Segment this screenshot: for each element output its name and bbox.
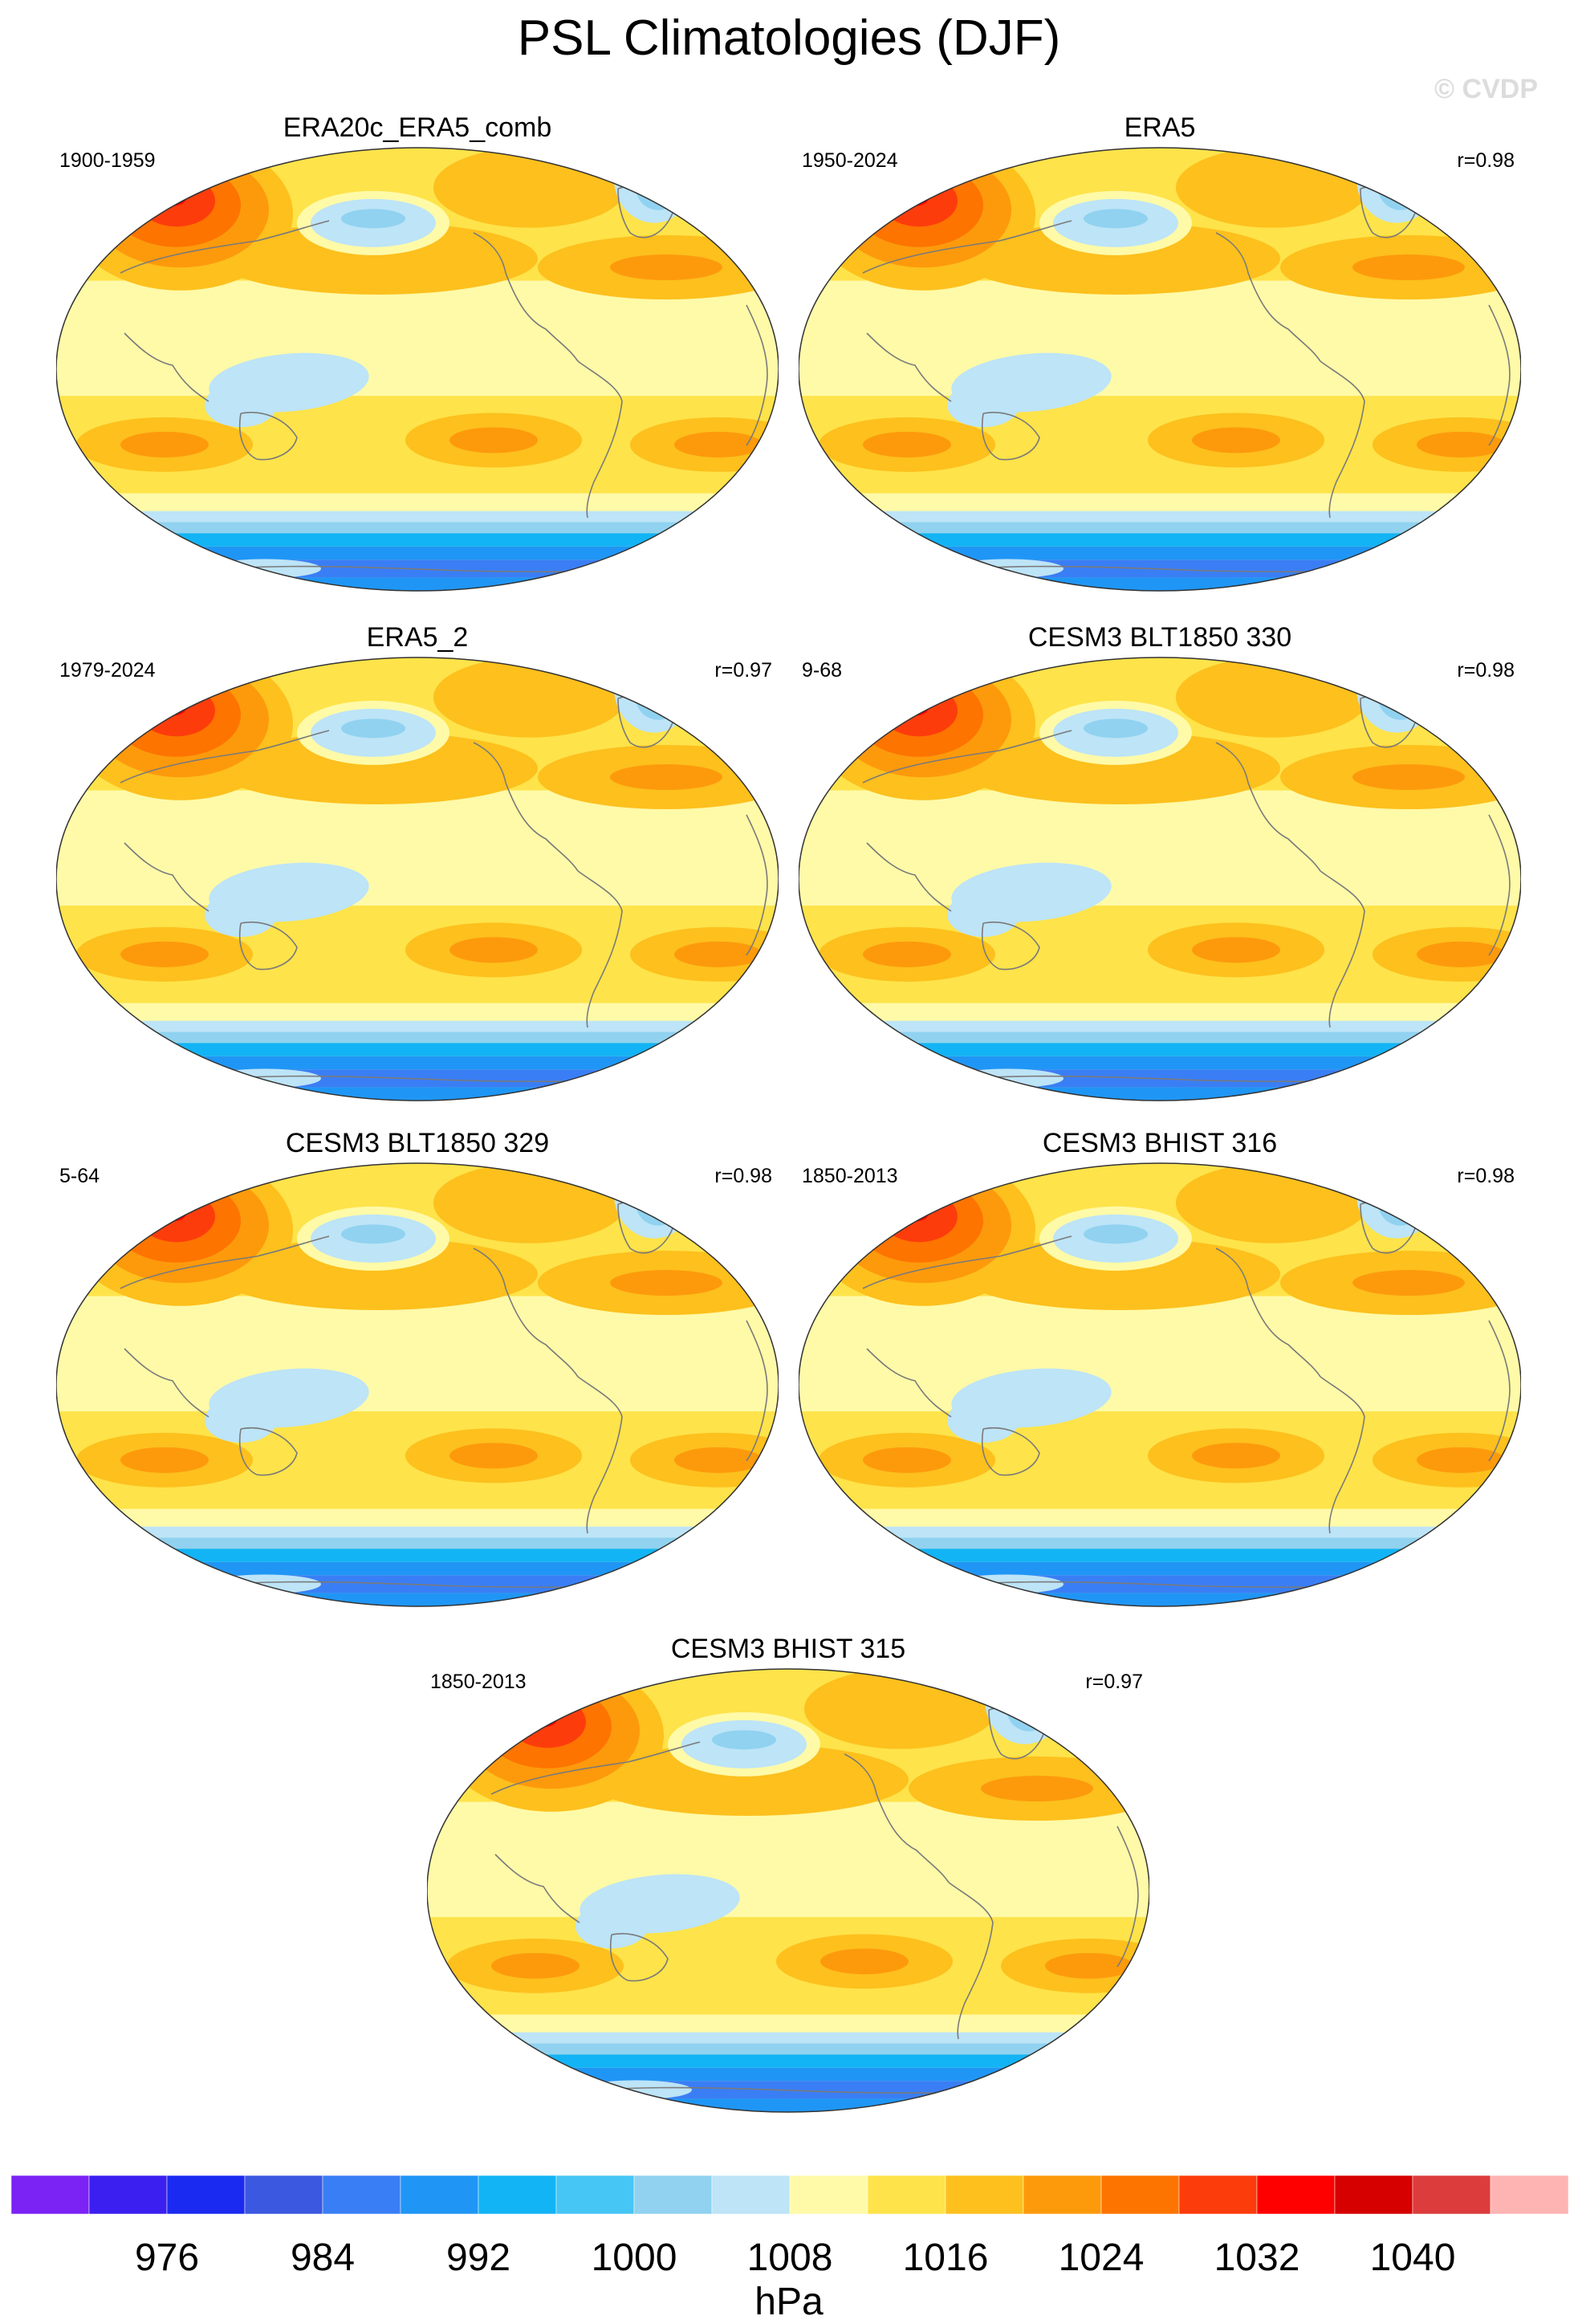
- panel-correlation: r=0.97: [714, 659, 772, 682]
- panel-correlation: r=0.98: [1457, 659, 1515, 682]
- panel-title: CESM3 BLT1850 330: [1027, 622, 1292, 653]
- colorbar-swatch: [322, 2175, 401, 2215]
- colorbar-tick-label: 1000: [591, 2236, 677, 2279]
- psl-map: [56, 1162, 779, 1607]
- map-panel: CESM3 BHIST 315 1850-2013 r=0.97: [419, 1634, 1157, 2131]
- panel-title: CESM3 BHIST 316: [1042, 1128, 1278, 1158]
- panel-years: 1950-2024: [802, 149, 898, 172]
- colorbar-swatch: [400, 2175, 479, 2215]
- colorbar-tick-label: 992: [445, 2236, 511, 2279]
- panel-years: 1900-1959: [59, 149, 156, 172]
- panel-title: CESM3 BHIST 315: [670, 1634, 906, 1664]
- figure-title: PSL Climatologies (DJF): [517, 10, 1061, 66]
- psl-map: [56, 147, 779, 592]
- panel-title: CESM3 BLT1850 329: [285, 1128, 550, 1158]
- panel-years: 1979-2024: [59, 659, 156, 682]
- psl-map: [427, 1668, 1149, 2113]
- colorbar-tick-label: 1016: [902, 2236, 989, 2279]
- colorbar-tick-label: 1040: [1369, 2236, 1456, 2279]
- map-panel: CESM3 BHIST 316 1850-2013 r=0.98: [791, 1128, 1529, 1626]
- colorbar-tick-label: 1008: [746, 2236, 833, 2279]
- colorbar-swatch: [244, 2175, 323, 2215]
- colorbar-tick-label: 976: [134, 2236, 200, 2279]
- colorbar-swatch: [166, 2175, 246, 2215]
- panel-years: 1850-2013: [430, 1671, 527, 1693]
- panel-title: ERA5_2: [366, 622, 469, 653]
- panel-correlation: r=0.98: [714, 1165, 772, 1187]
- map-panel: CESM3 BLT1850 330 9-68 r=0.98: [791, 622, 1529, 1120]
- map-panel: ERA20c_ERA5_comb 1900-1959: [48, 112, 787, 610]
- colorbar-swatch: [1334, 2175, 1413, 2215]
- panel-title: ERA20c_ERA5_comb: [283, 112, 552, 143]
- map-panel: ERA5 1950-2024 r=0.98: [791, 112, 1529, 610]
- map-panel: ERA5_2 1979-2024 r=0.97: [48, 622, 787, 1120]
- panel-years: 1850-2013: [802, 1165, 898, 1187]
- psl-map: [799, 147, 1521, 592]
- colorbar-swatch: [945, 2175, 1024, 2215]
- colorbar-swatch: [555, 2175, 635, 2215]
- panel-correlation: r=0.97: [1085, 1671, 1143, 1693]
- colorbar-swatch: [478, 2175, 557, 2215]
- colorbar-tick-label: 1024: [1058, 2236, 1145, 2279]
- colorbar-tick-label: 984: [290, 2236, 356, 2279]
- panel-correlation: r=0.98: [1457, 149, 1515, 172]
- colorbar-swatch: [633, 2175, 713, 2215]
- map-panel: CESM3 BLT1850 329 5-64 r=0.98: [48, 1128, 787, 1626]
- colorbar-swatch: [11, 2175, 90, 2215]
- psl-map: [56, 657, 779, 1101]
- colorbar-units: hPa: [754, 2281, 824, 2323]
- panel-years: 9-68: [802, 659, 843, 682]
- colorbar-swatch: [1023, 2175, 1102, 2215]
- panel-title: ERA5: [1124, 112, 1196, 143]
- panel-correlation: r=0.98: [1457, 1165, 1515, 1187]
- colorbar-swatch: [789, 2175, 868, 2215]
- psl-map: [799, 1162, 1521, 1607]
- colorbar-swatch: [1256, 2175, 1336, 2215]
- colorbar-swatch: [88, 2175, 168, 2215]
- colorbar-swatch: [867, 2175, 946, 2215]
- colorbar-swatch: [711, 2175, 791, 2215]
- psl-map: [799, 657, 1521, 1101]
- cvdp-watermark: © CVDP: [1434, 74, 1538, 104]
- colorbar-swatch: [1100, 2175, 1180, 2215]
- colorbar-tick-label: 1032: [1214, 2236, 1300, 2279]
- colorbar-swatch: [1412, 2175, 1491, 2215]
- colorbar: [11, 2175, 1568, 2215]
- colorbar-swatch: [1178, 2175, 1258, 2215]
- panel-years: 5-64: [59, 1165, 100, 1187]
- colorbar-swatch: [1490, 2175, 1568, 2215]
